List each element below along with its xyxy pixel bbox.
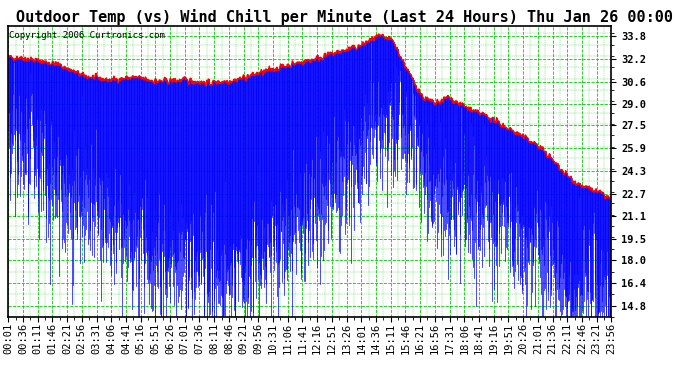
Text: Copyright 2006 Curtronics.com: Copyright 2006 Curtronics.com [10, 31, 166, 40]
Text: Outdoor Temp (vs) Wind Chill per Minute (Last 24 Hours) Thu Jan 26 00:00: Outdoor Temp (vs) Wind Chill per Minute … [17, 9, 673, 26]
